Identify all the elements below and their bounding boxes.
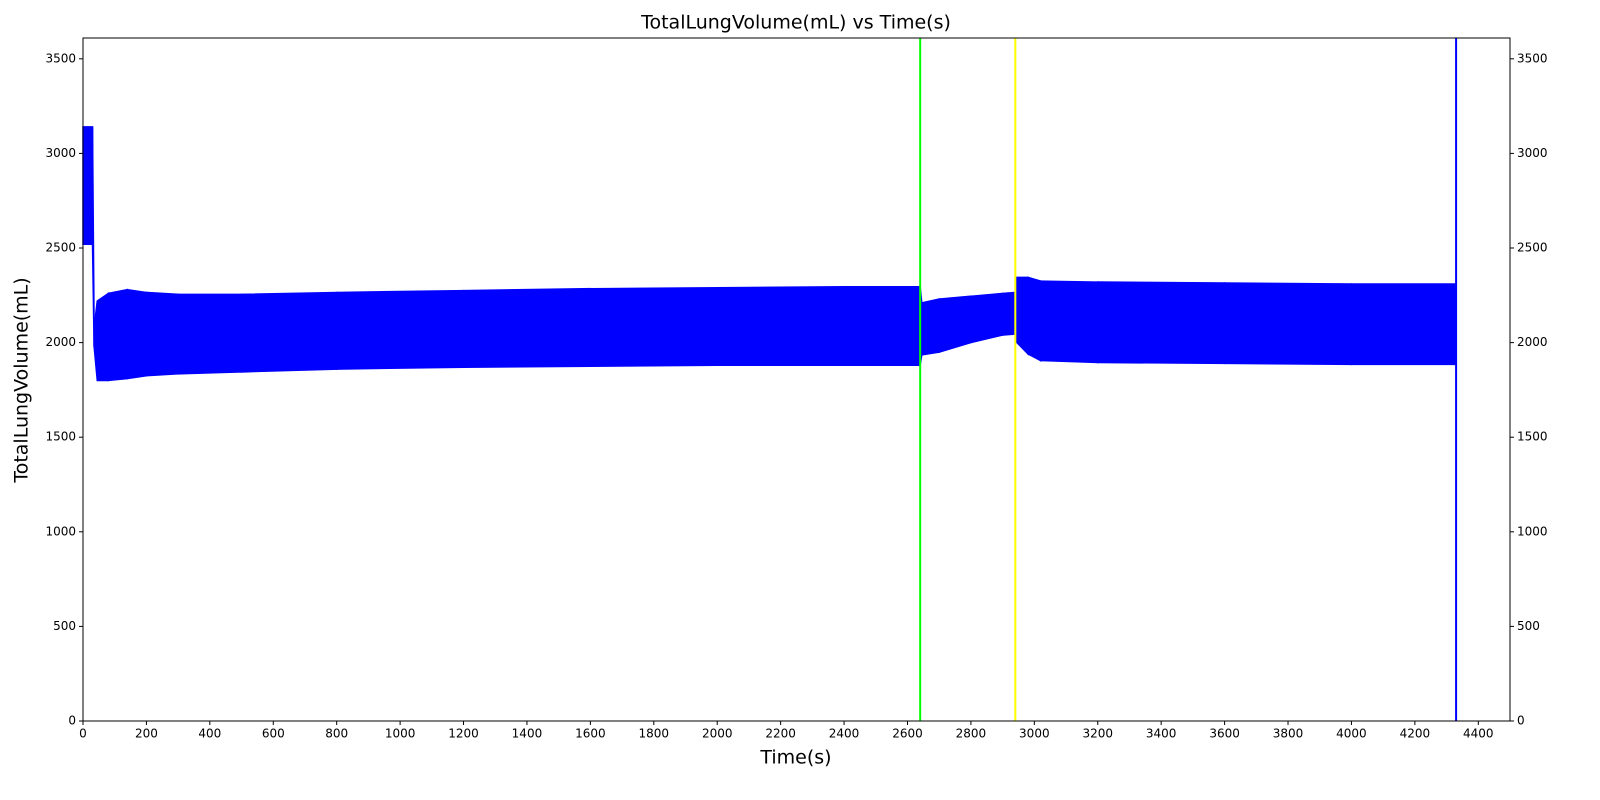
- x-tick-label: 1800: [639, 727, 670, 741]
- band-segment: [1016, 276, 1029, 356]
- band-segment: [240, 291, 338, 373]
- x-tick-label: 3600: [1209, 727, 1240, 741]
- y-tick-label: 2000: [45, 335, 76, 349]
- y-tick-label: 1500: [45, 430, 76, 444]
- y2-tick-label: 2500: [1517, 241, 1548, 255]
- x-tick-label: 800: [325, 727, 348, 741]
- x-tick-label: 1200: [448, 727, 479, 741]
- plot-frame: [82, 37, 1511, 722]
- x-tick-label: 600: [262, 727, 285, 741]
- x-tick-label: 1000: [385, 727, 416, 741]
- band-segment: [335, 289, 465, 370]
- band-segment: [970, 292, 1004, 344]
- y-axis-label: TotalLungVolume(mL): [11, 277, 33, 483]
- y-tick-label: 3000: [45, 146, 76, 160]
- y2-tick-label: 0: [1517, 714, 1525, 728]
- band-segment: [82, 126, 94, 245]
- x-tick-label: 3200: [1082, 727, 1113, 741]
- band-segment: [1027, 276, 1042, 362]
- x-tick-label: 200: [135, 727, 158, 741]
- x-tick-label: 400: [198, 727, 221, 741]
- band-segment: [107, 288, 129, 382]
- x-axis-label: Time(s): [759, 747, 831, 769]
- x-tick-label: 2800: [956, 727, 987, 741]
- y-tick-label: 500: [53, 619, 76, 633]
- x-tick-label: 1600: [575, 727, 606, 741]
- band-segment: [716, 286, 845, 367]
- band-segment: [1223, 282, 1353, 366]
- x-tick-label: 2200: [765, 727, 796, 741]
- x-tick-label: 4200: [1400, 727, 1431, 741]
- chart-title: TotalLungVolume(mL) vs Time(s): [640, 12, 951, 34]
- y-tick-label: 3500: [45, 51, 76, 65]
- x-tick-label: 0: [79, 727, 87, 741]
- y2-tick-label: 1000: [1517, 524, 1548, 538]
- band-segment: [177, 293, 243, 375]
- x-tick-label: 2400: [829, 727, 860, 741]
- y2-tick-label: 3500: [1517, 51, 1548, 65]
- y-tick-label: 0: [68, 714, 76, 728]
- band-segment: [938, 295, 972, 354]
- band-segment: [921, 298, 940, 356]
- band-segment: [145, 291, 179, 377]
- band-segment: [462, 287, 592, 368]
- x-tick-label: 1400: [512, 727, 543, 741]
- band-segment: [1001, 291, 1017, 336]
- band-segment: [1097, 281, 1226, 365]
- x-tick-label: 3800: [1273, 727, 1304, 741]
- band-segment: [843, 286, 921, 367]
- x-tick-label: 3000: [1019, 727, 1050, 741]
- x-tick-label: 2000: [702, 727, 733, 741]
- x-tick-label: 2600: [892, 727, 923, 741]
- y2-tick-label: 500: [1517, 619, 1540, 633]
- band-segment: [1039, 280, 1099, 364]
- x-tick-label: 4000: [1336, 727, 1367, 741]
- band-segment: [96, 291, 110, 382]
- y2-tick-label: 1500: [1517, 430, 1548, 444]
- y-tick-label: 2500: [45, 241, 76, 255]
- y2-tick-label: 3000: [1517, 146, 1548, 160]
- y-tick-label: 1000: [45, 524, 76, 538]
- y2-tick-label: 2000: [1517, 335, 1548, 349]
- band-segment: [91, 126, 95, 347]
- x-tick-label: 4400: [1463, 727, 1494, 741]
- band-segment: [1350, 283, 1457, 366]
- band-segment: [589, 286, 718, 368]
- band-segment: [126, 288, 148, 380]
- x-tick-label: 3400: [1146, 727, 1177, 741]
